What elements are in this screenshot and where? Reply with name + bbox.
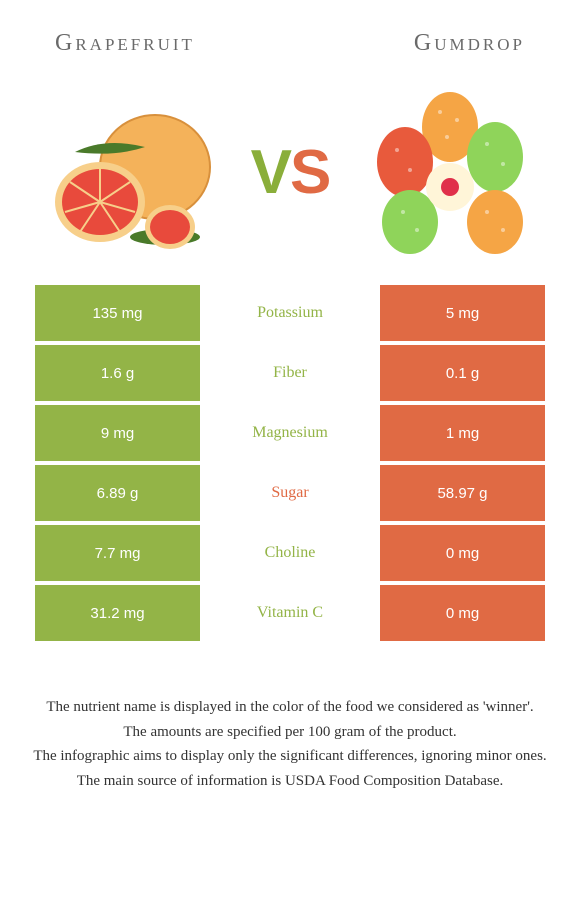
vs-v-letter: V	[251, 138, 290, 207]
gumdrop-image	[355, 82, 545, 262]
header-row: Grapefruit Gumdrop	[0, 0, 580, 67]
left-food-title: Grapefruit	[55, 30, 195, 57]
footnote-line: The amounts are specified per 100 gram o…	[30, 721, 550, 744]
vs-badge: VS	[251, 137, 330, 208]
right-value-cell: 1 mg	[380, 405, 545, 461]
comparison-table: 135 mgPotassium5 mg1.6 gFiber0.1 g9 mgMa…	[35, 285, 545, 641]
right-value-cell: 58.97 g	[380, 465, 545, 521]
grapefruit-image	[35, 82, 225, 262]
left-value-cell: 1.6 g	[35, 345, 200, 401]
footnote-line: The infographic aims to display only the…	[30, 745, 550, 768]
footnotes-block: The nutrient name is displayed in the co…	[0, 696, 580, 792]
nutrient-name-cell: Sugar	[200, 465, 380, 521]
imagery-row: VS	[0, 67, 580, 277]
nutrient-name-cell: Choline	[200, 525, 380, 581]
right-value-cell: 0.1 g	[380, 345, 545, 401]
footnote-line: The nutrient name is displayed in the co…	[30, 696, 550, 719]
left-value-cell: 9 mg	[35, 405, 200, 461]
table-row: 135 mgPotassium5 mg	[35, 285, 545, 341]
table-row: 6.89 gSugar58.97 g	[35, 465, 545, 521]
right-food-title: Gumdrop	[414, 30, 525, 57]
vs-s-letter: S	[290, 138, 329, 207]
left-value-cell: 7.7 mg	[35, 525, 200, 581]
table-row: 9 mgMagnesium1 mg	[35, 405, 545, 461]
table-row: 31.2 mgVitamin C0 mg	[35, 585, 545, 641]
nutrient-name-cell: Magnesium	[200, 405, 380, 461]
table-row: 1.6 gFiber0.1 g	[35, 345, 545, 401]
nutrient-name-cell: Potassium	[200, 285, 380, 341]
footnote-line: The main source of information is USDA F…	[30, 770, 550, 793]
nutrient-name-cell: Vitamin C	[200, 585, 380, 641]
table-row: 7.7 mgCholine0 mg	[35, 525, 545, 581]
right-value-cell: 5 mg	[380, 285, 545, 341]
left-value-cell: 6.89 g	[35, 465, 200, 521]
left-value-cell: 135 mg	[35, 285, 200, 341]
left-value-cell: 31.2 mg	[35, 585, 200, 641]
right-value-cell: 0 mg	[380, 525, 545, 581]
nutrient-name-cell: Fiber	[200, 345, 380, 401]
right-value-cell: 0 mg	[380, 585, 545, 641]
